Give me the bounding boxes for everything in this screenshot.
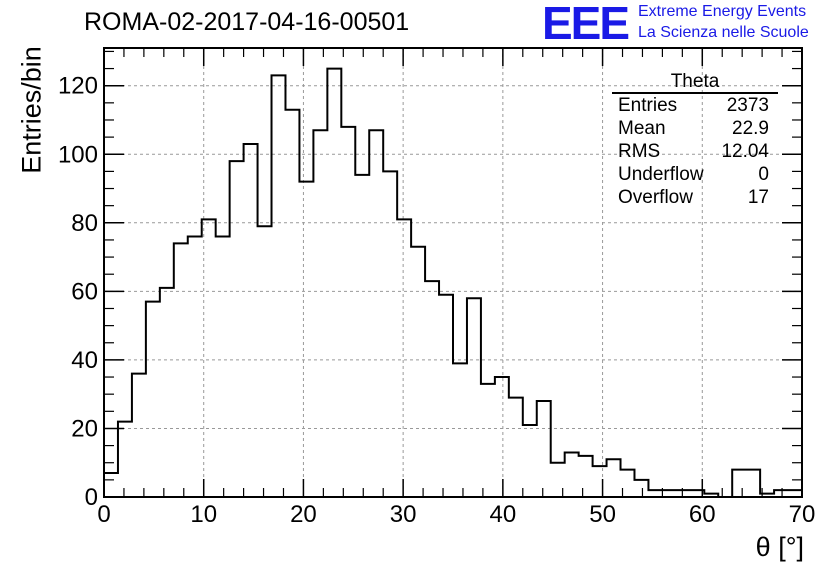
histogram-bin <box>383 171 397 497</box>
plot-frame <box>103 47 803 498</box>
grid-lines <box>104 48 802 497</box>
x-tick-label: 30 <box>390 501 417 528</box>
chart-title: ROMA-02-2017-04-16-00501 <box>84 8 410 36</box>
eee-logo-mark: EEE <box>542 0 630 49</box>
stats-row-entries: Entries 2373 <box>610 94 778 117</box>
y-tick-label: 120 <box>58 73 98 100</box>
stats-value: 12.04 <box>721 141 769 162</box>
x-tick-label: 60 <box>689 501 716 528</box>
stats-row-mean: Mean 22.9 <box>610 117 778 140</box>
x-tick-label: 50 <box>589 501 616 528</box>
histogram-bin <box>509 398 523 497</box>
histogram-bin <box>523 425 537 497</box>
histogram-bin <box>481 384 495 497</box>
y-tick-label: 20 <box>71 415 98 442</box>
histogram-bin <box>216 237 230 497</box>
histogram-bin <box>593 466 607 497</box>
stats-label: Overflow <box>618 187 693 208</box>
stats-row-rms: RMS 12.04 <box>610 140 778 163</box>
histogram-bin <box>662 490 676 497</box>
logo-line-2: La Scienza nelle Scuole <box>638 24 809 41</box>
stats-label: RMS <box>618 141 661 162</box>
y-axis-label: Entries/bin <box>16 46 47 174</box>
histogram-bin <box>341 127 355 497</box>
stats-label: Entries <box>618 95 678 116</box>
y-tick-label: 40 <box>71 347 98 374</box>
histogram-bin <box>160 288 174 497</box>
logo-line-1: Extreme Energy Events <box>638 3 807 20</box>
stats-label: Underflow <box>618 164 704 185</box>
histogram-bin <box>453 363 467 497</box>
histogram-bin <box>495 377 509 497</box>
histogram-bin <box>244 144 258 497</box>
y-tick-label: 60 <box>71 278 98 305</box>
stats-box: Theta Entries 2373 Mean 22.9 RMS 12.04 U… <box>610 72 778 209</box>
stats-value: 17 <box>747 187 769 208</box>
histogram-bin <box>146 302 160 497</box>
stats-row-underflow: Underflow 0 <box>610 163 778 186</box>
histogram-bin <box>397 219 411 497</box>
x-tick-label: 20 <box>290 501 317 528</box>
x-tick-label: 70 <box>789 501 816 528</box>
stats-value: 0 <box>758 164 769 185</box>
histogram-bin <box>369 130 383 497</box>
stats-value: 22.9 <box>732 118 769 139</box>
histogram-bin <box>537 401 551 497</box>
x-tick-label: 10 <box>190 501 217 528</box>
stats-label: Mean <box>618 118 666 139</box>
histogram-bin <box>258 226 272 497</box>
tick-labels: 0 10 20 30 40 50 60 70 0 20 40 60 80 100 120 <box>58 73 815 528</box>
y-tick-label: 100 <box>58 141 98 168</box>
histogram-bin <box>746 470 760 497</box>
histogram-bin <box>774 490 788 497</box>
histogram-outline <box>103 67 803 498</box>
histogram-bin <box>202 219 216 497</box>
histogram-bin <box>634 480 648 497</box>
histogram-bin <box>174 243 188 497</box>
histogram-bin <box>788 490 802 497</box>
histogram-bin <box>299 182 313 497</box>
histogram-bin <box>732 470 746 497</box>
histogram-bin <box>425 281 439 497</box>
histogram-bin <box>411 247 425 497</box>
histogram-bin <box>676 490 690 497</box>
histogram-bin <box>648 490 662 497</box>
stats-row-overflow: Overflow 17 <box>610 186 778 209</box>
histogram-bin <box>607 459 621 497</box>
histogram-bin <box>132 374 146 497</box>
y-tick-label: 0 <box>85 484 98 511</box>
histogram-bin <box>467 298 481 497</box>
y-tick-label: 80 <box>71 210 98 237</box>
histogram-bin <box>230 161 244 497</box>
histogram-bin <box>188 237 202 497</box>
x-tick-label: 40 <box>490 501 517 528</box>
histogram-bin <box>285 110 299 497</box>
histogram-bin <box>118 422 132 497</box>
x-axis-label: θ [°] <box>755 532 804 562</box>
histogram-bin <box>272 75 286 497</box>
histogram-bin <box>327 69 341 497</box>
histogram-bin <box>565 452 579 497</box>
histogram-bin <box>439 295 453 497</box>
stats-value: 2373 <box>726 95 769 116</box>
histogram-bin <box>313 130 327 497</box>
histogram-bin <box>104 473 118 497</box>
x-tick-label: 0 <box>97 501 110 528</box>
histogram-bin <box>579 456 593 497</box>
stats-title: Theta <box>612 72 778 94</box>
